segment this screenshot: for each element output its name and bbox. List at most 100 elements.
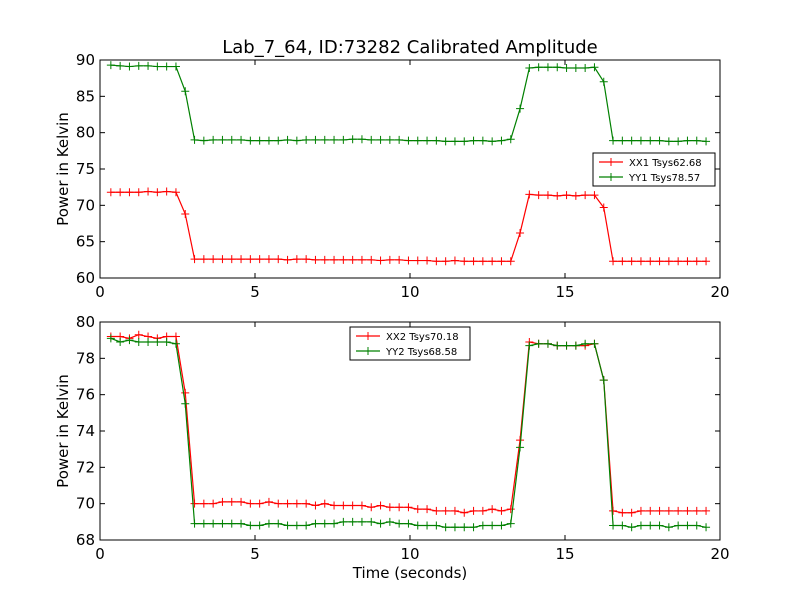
data-point (423, 256, 432, 265)
data-point (664, 137, 673, 146)
data-point (683, 136, 692, 145)
data-point (246, 255, 255, 264)
y-tick-label: 68 (76, 531, 95, 549)
data-point (237, 519, 246, 528)
y-tick-label: 78 (76, 349, 95, 367)
data-point (609, 257, 618, 266)
data-point (395, 255, 404, 264)
data-point (646, 257, 655, 266)
data-point (674, 257, 683, 266)
series-2 (106, 61, 711, 146)
legend-entry: YY1 Tsys78.57 (599, 173, 700, 184)
data-point (404, 256, 413, 265)
data-point (413, 136, 422, 145)
data-point (441, 137, 450, 146)
x-tick-label: 20 (710, 545, 729, 563)
data-point (246, 136, 255, 145)
data-point (562, 63, 571, 72)
data-point (599, 77, 608, 86)
bottom-plot: 0 5 10 15 20 68 70 72 74 76 78 80 Power in Kelvin Tim… (54, 313, 730, 582)
data-point (246, 521, 255, 530)
data-point (134, 330, 143, 339)
data-point (134, 337, 143, 346)
data-point (237, 255, 246, 264)
data-point (664, 257, 673, 266)
data-point (627, 257, 636, 266)
data-point (357, 255, 366, 264)
data-point (385, 517, 394, 526)
data-point (627, 136, 636, 145)
data-point (330, 519, 339, 528)
data-point (618, 136, 627, 145)
data-point (330, 255, 339, 264)
data-point (553, 341, 562, 350)
data-point (311, 135, 320, 144)
legend-entry: XX2 Tsys70.18 (356, 332, 459, 343)
data-point (190, 519, 199, 528)
legend-marker (607, 158, 615, 166)
data-point (227, 497, 236, 506)
data-point (162, 337, 171, 346)
data-point (385, 255, 394, 264)
x-tick-label: 5 (250, 283, 260, 301)
data-point (116, 337, 125, 346)
data-point (116, 188, 125, 197)
data-point (506, 505, 515, 514)
data-point (218, 255, 227, 264)
data-point (367, 255, 376, 264)
data-point (199, 136, 208, 145)
legend-marker (364, 332, 372, 340)
data-point (488, 505, 497, 514)
data-point (385, 135, 394, 144)
data-point (646, 136, 655, 145)
data-point (525, 63, 534, 72)
data-point (348, 501, 357, 510)
x-tick-label: 0 (95, 283, 105, 301)
data-point (292, 136, 301, 145)
data-point (125, 62, 134, 71)
data-point (227, 519, 236, 528)
y-tick-label: 74 (76, 422, 95, 440)
data-point (209, 519, 218, 528)
y-tick-label: 76 (76, 386, 95, 404)
data-point (199, 519, 208, 528)
data-point (348, 255, 357, 264)
data-point (106, 334, 115, 343)
data-point (255, 255, 264, 264)
y-tick-label: 80 (76, 124, 95, 142)
y-axis-label: Power in Kelvin (54, 374, 72, 488)
data-point (664, 506, 673, 515)
data-point (581, 339, 590, 348)
data-point (348, 517, 357, 526)
data-point (199, 255, 208, 264)
data-point (190, 255, 199, 264)
data-point (292, 255, 301, 264)
data-point (525, 190, 534, 199)
data-point (516, 443, 525, 452)
y-tick-label: 85 (76, 87, 95, 105)
data-point (348, 135, 357, 144)
data-point (274, 499, 283, 508)
data-point (497, 136, 506, 145)
data-point (441, 257, 450, 266)
data-point (246, 499, 255, 508)
data-point (283, 521, 292, 530)
legend: XX2 Tsys70.18 YY2 Tsys68.58 (349, 326, 471, 361)
data-point (237, 497, 246, 506)
data-point (181, 87, 190, 96)
data-point (339, 135, 348, 144)
data-point (171, 188, 180, 197)
x-tick-label: 5 (250, 545, 260, 563)
data-point (683, 257, 692, 266)
data-point (683, 521, 692, 530)
data-point (125, 336, 134, 345)
data-point (655, 257, 664, 266)
data-point (655, 136, 664, 145)
data-point (106, 188, 115, 197)
data-point (432, 136, 441, 145)
data-point (367, 135, 376, 144)
series-1 (106, 187, 711, 266)
y-tick-label: 65 (76, 233, 95, 251)
y-tick-label: 72 (76, 458, 95, 476)
data-point (646, 521, 655, 530)
